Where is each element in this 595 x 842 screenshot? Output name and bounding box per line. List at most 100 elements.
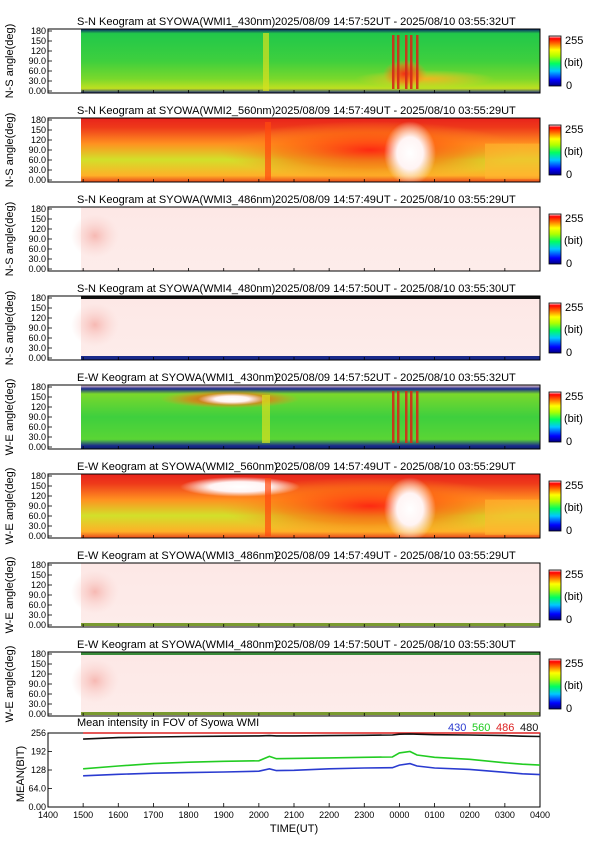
keogram-ytick-label: 0.00 [28,175,46,185]
colorbar-max-label: 255 [565,658,583,670]
keogram-feature [405,391,408,443]
keogram-title: E-W Keogram at SYOWA(WMI3_486nm) [77,550,278,562]
keogram-ylabel: N-S angle(deg) [4,291,16,366]
mean-xtick-label: 0400 [530,810,550,820]
keogram-ytick-label: 150 [31,570,46,580]
keogram-title: S-N Keogram at SYOWA(WMI4_480nm) [77,283,275,295]
keogram-ytick-label: 0.00 [28,86,46,96]
colorbar-max-label: 255 [565,213,583,225]
keogram-panel: S-N Keogram at SYOWA(WMI4_480nm) 2025/08/… [4,283,583,365]
colorbar [548,480,562,532]
mean-plot-xlabel: TIME(UT) [270,823,318,835]
keogram-ylabel: W-E angle(deg) [4,557,16,634]
keogram-panel: S-N Keogram at SYOWA(WMI3_486nm) 2025/08/… [4,194,583,276]
keogram-ytick-label: 60.0 [28,689,46,699]
keogram-ytick-label: 30.0 [28,610,46,620]
keogram-ytick-label: 0.00 [28,353,46,363]
colorbar-min-label: 0 [566,703,572,715]
keogram-ylabel: W-E angle(deg) [4,379,16,456]
colorbar-min-label: 0 [566,258,572,270]
keogram-ytick-label: 150 [31,303,46,313]
colorbar-min-label: 0 [566,80,572,92]
keogram-ytick-label: 150 [31,214,46,224]
keogram-ytick-label: 30.0 [28,165,46,175]
mean-xtick-label: 2300 [354,810,374,820]
series-line-430 [83,762,541,777]
keogram-panel: E-W Keogram at SYOWA(WMI1_430nm)2025/08/… [4,372,583,455]
keogram-panel: E-W Keogram at SYOWA(WMI2_560nm)2025/08/… [4,461,583,544]
keogram-feature [397,35,400,89]
keogram-feature [220,477,520,535]
keogram-ytick-label: 0.00 [28,531,46,541]
keogram-ytick-label: 30.0 [28,343,46,353]
mean-xtick-label: 2100 [284,810,304,820]
keogram-feature [485,499,540,535]
keogram-ytick-label: 90.0 [28,145,46,155]
keogram-image [81,385,540,449]
keogram-edge-band [81,712,540,715]
keogram-ytick-label: 60.0 [28,333,46,343]
colorbar-max-label: 255 [565,302,583,314]
colorbar-max-label: 255 [565,124,583,136]
keogram-ytick-label: 0.00 [28,620,46,630]
keogram-ytick-label: 90.0 [28,679,46,689]
keogram-ytick-label: 180 [31,115,46,125]
keogram-time-range: 2025/08/09 14:57:49UT - 2025/08/10 03:55… [275,194,516,206]
colorbar-min-label: 0 [566,525,572,537]
keogram-feature [397,391,400,443]
colorbar-min-label: 0 [566,614,572,626]
keogram-ytick-label: 60.0 [28,66,46,76]
keogram-image [81,296,540,360]
keogram-panel: E-W Keogram at SYOWA(WMI4_480nm)2025/08/… [4,639,583,722]
keogram-ytick-label: 180 [31,293,46,303]
keogram-feature [485,143,540,179]
colorbar-unit: (bit) [564,591,583,603]
keogram-panel: S-N Keogram at SYOWA(WMI2_560nm) 2025/08/… [4,105,583,187]
keogram-ytick-label: 90.0 [28,412,46,422]
colorbar-unit: (bit) [564,413,583,425]
colorbar-max-label: 255 [565,35,583,47]
keogram-feature [180,476,300,497]
colorbar-unit: (bit) [564,146,583,158]
keogram-ytick-label: 30.0 [28,699,46,709]
keogram-ytick-label: 30.0 [28,521,46,531]
keogram-edge-band [81,356,540,360]
mean-xtick-label: 1800 [179,810,199,820]
keogram-feature [265,478,271,536]
keogram-time-range: 2025/08/09 14:57:50UT - 2025/08/10 03:55… [275,639,516,651]
keogram-time-range: 2025/08/09 14:57:52UT - 2025/08/10 03:55… [275,372,516,384]
keogram-title: E-W Keogram at SYOWA(WMI2_560nm) [77,461,278,473]
mean-plot-title: Mean intensity in FOV of Syowa WMI [77,717,259,729]
mean-xtick-label: 2200 [319,810,339,820]
keogram-ytick-label: 150 [31,481,46,491]
keogram-feature [384,121,436,186]
keogram-feature [198,393,266,406]
mean-xtick-label: 0000 [389,810,409,820]
keogram-ytick-label: 30.0 [28,254,46,264]
mean-xtick-label: 1600 [108,810,128,820]
keogram-panels: S-N Keogram at SYOWA(WMI1_430nm) 2025/08/… [4,16,583,722]
keogram-ytick-label: 60.0 [28,511,46,521]
colorbar-unit: (bit) [564,680,583,692]
keogram-feature [71,569,119,615]
legend-486: 486 [496,722,514,734]
keogram-title: E-W Keogram at SYOWA(WMI1_430nm) [77,372,278,384]
colorbar [548,569,562,621]
keogram-ytick-label: 90.0 [28,56,46,66]
keogram-ytick-label: 60.0 [28,600,46,610]
colorbar-unit: (bit) [564,235,583,247]
colorbar-unit: (bit) [564,57,583,69]
keogram-time-range: 2025/08/09 14:57:50UT - 2025/08/10 03:55… [275,283,516,295]
keogram-ytick-label: 90.0 [28,501,46,511]
keogram-ytick-label: 30.0 [28,76,46,86]
keogram-ytick-label: 150 [31,392,46,402]
colorbar [548,391,562,443]
mean-xtick-label: 1400 [38,810,58,820]
mean-xtick-label: 1900 [214,810,234,820]
keogram-feature [392,35,395,89]
mean-intensity-plot: Mean intensity in FOV of Syowa WMI 430 5… [15,717,550,835]
keogram-ytick-label: 60.0 [28,422,46,432]
colorbar-min-label: 0 [566,436,572,448]
keogram-feature [71,302,119,348]
